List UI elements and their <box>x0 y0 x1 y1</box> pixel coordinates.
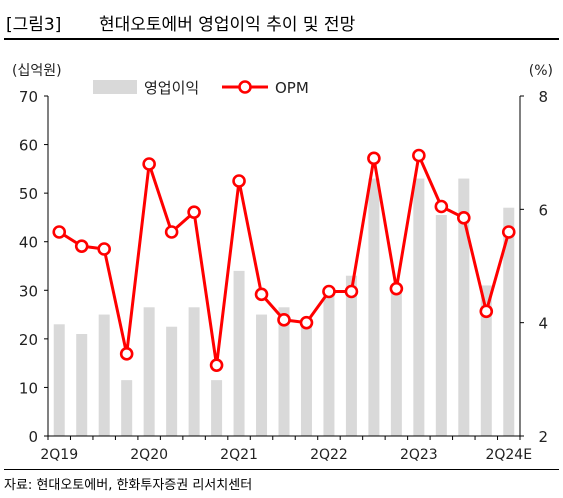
bar-2Q21 <box>233 270 245 436</box>
bar-2Q22 <box>323 290 335 436</box>
x-tick-label: 2Q20 <box>130 447 168 463</box>
bar-1Q20 <box>121 380 133 436</box>
left-tick-label: 60 <box>19 137 38 155</box>
bar-2Q24E <box>503 207 515 436</box>
right-tick-label: 8 <box>538 88 548 106</box>
legend-bar-swatch <box>93 80 137 94</box>
opm-point-2Q20 <box>142 157 156 171</box>
bar-3Q19 <box>76 334 88 436</box>
left-axis-unit: (십억원) <box>12 63 62 79</box>
bar-4Q22 <box>368 178 380 437</box>
right-tick-label: 2 <box>538 428 548 446</box>
source-note: 자료: 현대오토에버, 한화투자증권 리서치센터 <box>4 478 253 493</box>
left-tick-label: 30 <box>19 282 38 300</box>
bar-4Q21 <box>278 307 290 436</box>
opm-point-2Q21 <box>232 174 246 188</box>
opm-point-2Q23 <box>412 148 426 163</box>
opm-point-2Q22 <box>322 284 336 299</box>
bar-1Q22 <box>300 324 312 436</box>
bar-3Q20 <box>166 326 178 436</box>
legend-line-label: OPM <box>275 79 309 97</box>
x-tick-label: 2Q23 <box>400 447 438 463</box>
x-tick-label: 2Q21 <box>220 447 258 463</box>
legend-line-marker <box>238 80 252 94</box>
bar-1Q21 <box>211 380 223 436</box>
bar-2Q20 <box>143 307 155 436</box>
left-tick-label: 50 <box>19 185 38 203</box>
opm-point-1Q24 <box>479 304 494 319</box>
left-tick-label: 10 <box>19 379 38 397</box>
bar-4Q20 <box>188 307 200 436</box>
figure-title: 현대오토에버 영업이익 추이 및 전망 <box>99 15 356 35</box>
opm-point-4Q21 <box>277 313 291 327</box>
opm-point-1Q22 <box>299 315 314 330</box>
line-series <box>52 148 516 372</box>
opm-point-2Q24E <box>501 225 516 239</box>
left-tick-label: 40 <box>19 234 38 252</box>
opm-point-4Q22 <box>367 151 381 166</box>
figure-label: [그림3] <box>6 15 62 35</box>
legend-bar-label: 영업이익 <box>144 79 199 97</box>
opm-point-3Q21 <box>254 287 269 302</box>
right-axis-unit: (%) <box>529 63 553 79</box>
opm-point-4Q20 <box>187 205 201 219</box>
bar-4Q19 <box>98 314 110 436</box>
opm-point-3Q23 <box>434 199 449 214</box>
bar-4Q23 <box>458 178 470 437</box>
chart-legend: 영업이익 OPM <box>93 79 309 97</box>
x-tick-label: 2Q22 <box>310 447 348 463</box>
opm-point-4Q23 <box>457 211 471 225</box>
bar-3Q21 <box>256 314 268 436</box>
right-tick-label: 4 <box>538 315 548 333</box>
chart: (십억원) (%) 영업이익 OPM 0 10 20 30 40 50 60 70 2 4 6 8 2Q1… <box>12 63 553 463</box>
opm-point-4Q19 <box>97 242 111 256</box>
title-rule <box>4 38 559 40</box>
left-tick-label: 0 <box>28 428 38 446</box>
opm-point-3Q22 <box>344 284 359 299</box>
figure-header: [그림3] 현대오토에버 영업이익 추이 및 전망 <box>4 6 559 36</box>
left-tick-label: 20 <box>19 331 38 349</box>
bar-series <box>53 178 515 437</box>
chart-axes: 0 10 20 30 40 50 60 70 2 4 6 8 2Q19 2Q20 2Q21 2Q22 2Q23 2… <box>19 88 548 463</box>
left-tick-label: 70 <box>19 88 38 106</box>
bar-1Q24 <box>480 285 492 436</box>
bar-2Q23 <box>413 178 425 437</box>
opm-point-1Q23 <box>389 281 404 296</box>
bar-1Q23 <box>390 287 402 436</box>
bottom-rule <box>4 469 559 470</box>
opm-point-1Q21 <box>209 358 224 372</box>
bar-3Q23 <box>435 215 447 436</box>
opm-point-3Q19 <box>74 239 89 253</box>
opm-point-2Q19 <box>52 225 67 239</box>
opm-point-3Q20 <box>164 225 179 239</box>
bar-2Q19 <box>53 324 65 436</box>
x-tick-label: 2Q24E <box>485 447 532 463</box>
right-tick-label: 6 <box>538 201 548 219</box>
opm-point-1Q20 <box>119 347 134 361</box>
bar-3Q22 <box>345 275 357 436</box>
x-tick-label: 2Q19 <box>40 447 78 463</box>
